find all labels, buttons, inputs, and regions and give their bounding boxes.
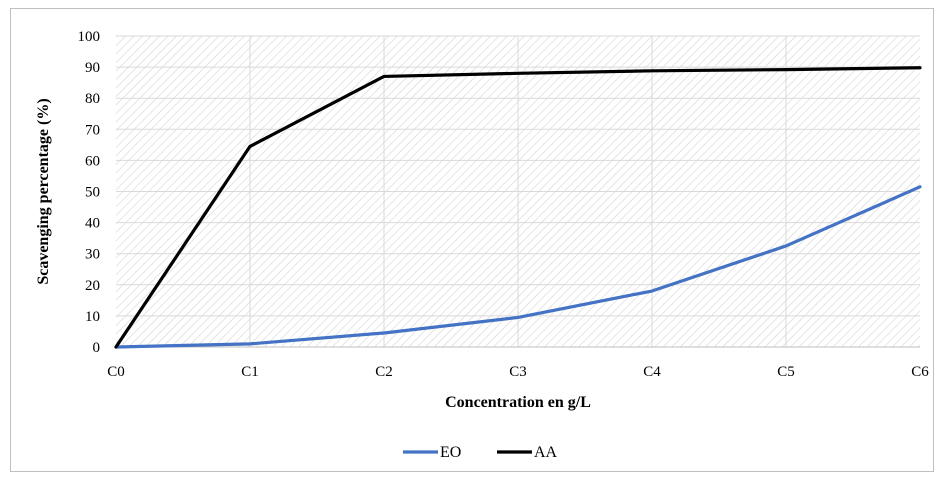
x-tick-label: C6	[911, 364, 929, 380]
y-axis-ticks: 0 10 20 30 40 50 60 70 80 90 100	[78, 29, 101, 356]
y-tick-label: 10	[85, 309, 100, 325]
y-tick-label: 0	[93, 340, 101, 356]
legend: EO AA	[403, 444, 558, 461]
x-tick-label: C1	[241, 364, 259, 380]
y-tick-label: 80	[85, 91, 100, 107]
series-line-aa	[114, 66, 922, 349]
y-tick-label: 90	[85, 60, 100, 76]
x-axis-title: Concentration en g/L	[445, 394, 591, 411]
y-tick-label: 20	[85, 278, 100, 294]
series-layer	[114, 66, 922, 349]
x-tick-label: C4	[643, 364, 661, 380]
y-tick-label: 60	[85, 153, 100, 169]
y-tick-label: 100	[78, 29, 101, 45]
x-tick-label: C5	[777, 364, 795, 380]
y-tick-label: 40	[85, 216, 100, 232]
x-axis-ticks: C0 C1 C2 C3 C4 C5 C6	[107, 364, 929, 380]
x-tick-label: C3	[509, 364, 527, 380]
y-tick-label: 30	[85, 247, 100, 263]
y-tick-label: 50	[85, 185, 100, 201]
series-line-eo	[114, 185, 922, 349]
x-tick-label: C0	[107, 364, 125, 380]
gridlines	[116, 35, 920, 347]
y-tick-label: 70	[85, 122, 100, 138]
legend-label-eo: EO	[440, 444, 461, 461]
legend-label-aa: AA	[534, 444, 558, 461]
y-axis-title: Scavenging percentage (%)	[35, 98, 52, 284]
x-tick-label: C2	[375, 364, 393, 380]
